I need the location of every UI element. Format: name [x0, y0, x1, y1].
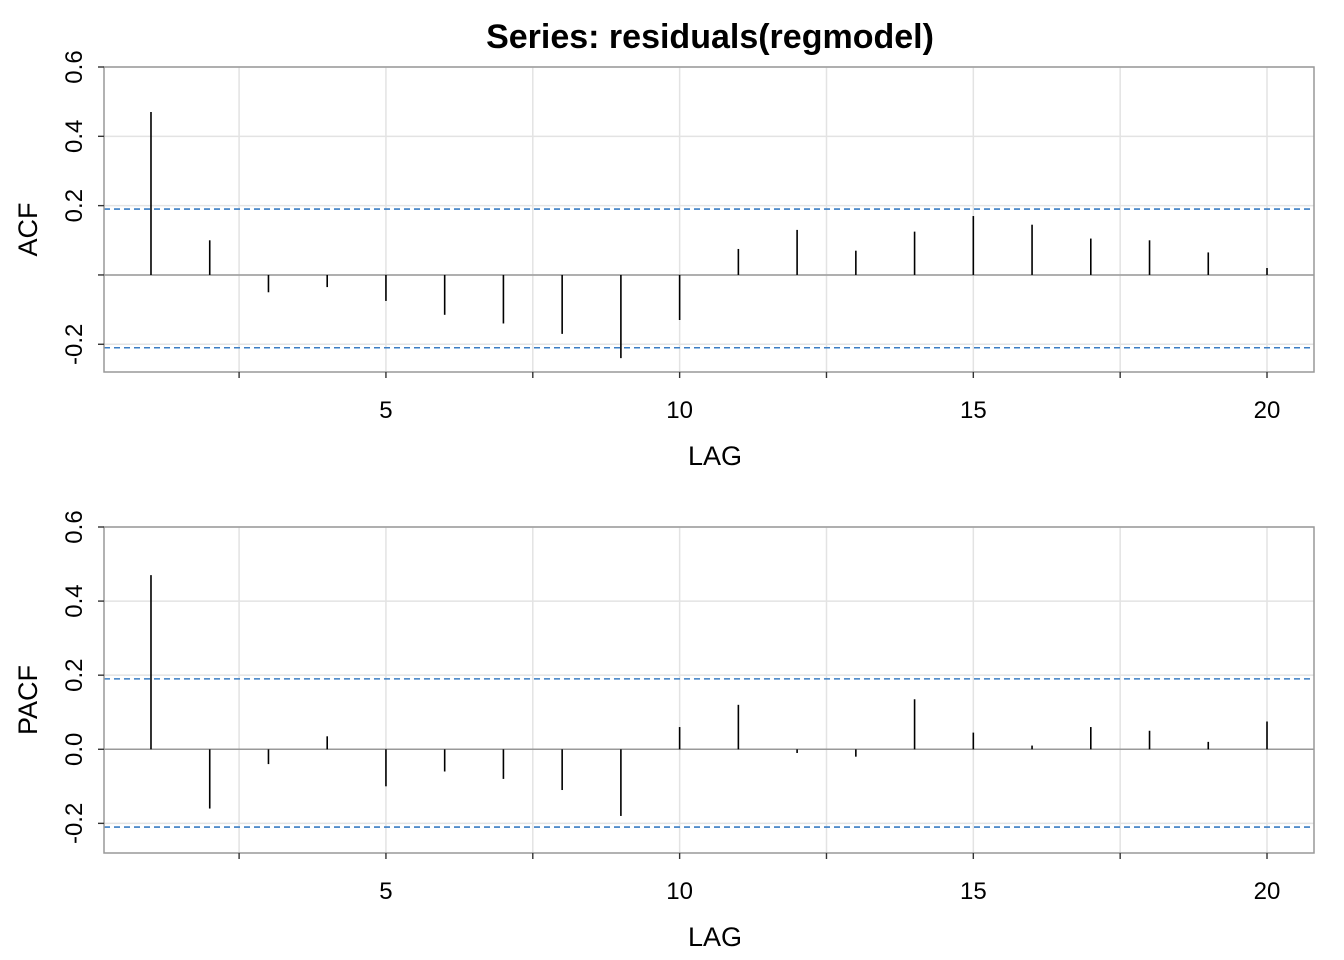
pacf-panel: 5 10 15 20 -0.2 0.0 0.2 0.4 0.6 LAG PACF — [13, 510, 1315, 952]
pacf-plot-area — [104, 527, 1314, 853]
acf-plot-frame — [103, 66, 1315, 373]
acf-x-tick-label: 10 — [666, 397, 693, 424]
pacf-x-tick-label: 10 — [666, 878, 693, 905]
acf-x-tick-label: 15 — [960, 397, 987, 424]
acf-y-tick-label: 0.2 — [61, 189, 88, 222]
acf-panel: 5 10 15 20 -0.2 0.2 0.4 0.6 LAG ACF — [13, 50, 1315, 471]
acf-x-tick-label: 20 — [1254, 397, 1281, 424]
pacf-y-axis-label: PACF — [13, 665, 43, 735]
pacf-y-tick-label: 0.0 — [61, 733, 88, 766]
pacf-y-tick-label: 0.4 — [61, 584, 88, 617]
acf-y-tick-label: 0.4 — [61, 120, 88, 153]
pacf-x-tick-label: 20 — [1254, 878, 1281, 905]
pacf-y-tick-label: -0.2 — [61, 803, 88, 844]
pacf-x-tick-label: 5 — [379, 878, 392, 905]
pacf-y-tick-label: 0.6 — [61, 510, 88, 543]
pacf-x-tick-label: 15 — [960, 878, 987, 905]
acf-y-tick-label: -0.2 — [61, 324, 88, 365]
pacf-plot-frame — [103, 526, 1315, 854]
acf-plot-area — [104, 67, 1314, 372]
pacf-y-tick-label: 0.2 — [61, 658, 88, 691]
pacf-x-axis-label: LAG — [688, 922, 742, 952]
acf-y-tick-label: 0.6 — [61, 50, 88, 83]
acf-y-axis-label: ACF — [13, 203, 43, 257]
acf-x-axis-label: LAG — [688, 441, 742, 471]
chart-title: Series: residuals(regmodel) — [486, 18, 934, 56]
acf-x-tick-label: 5 — [379, 397, 392, 424]
